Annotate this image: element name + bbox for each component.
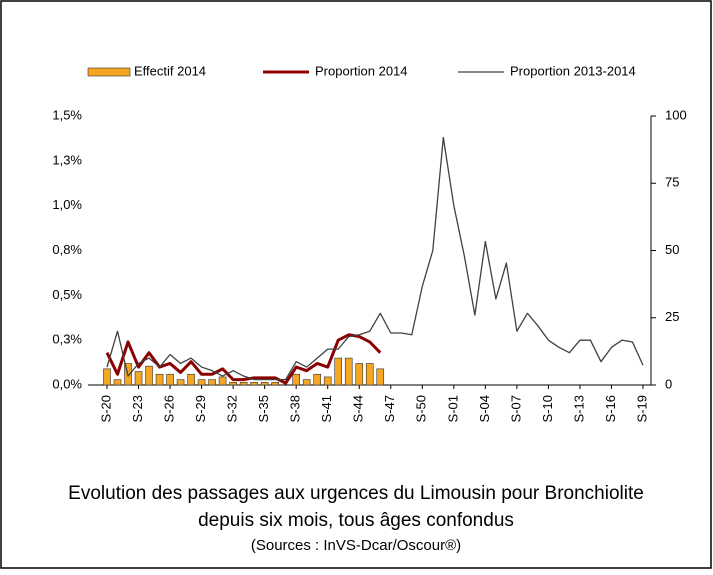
legend-label: Proportion 2013-2014: [510, 63, 636, 78]
x-tick-label: S-07: [508, 395, 523, 422]
bar: [271, 382, 279, 386]
x-tick-label: S-29: [193, 395, 208, 422]
bar: [176, 379, 185, 386]
legend-swatch: [87, 67, 131, 77]
y-tick-label: 0,5%: [52, 287, 82, 302]
y-tick-label: 0,0%: [52, 376, 82, 391]
bar: [334, 357, 343, 386]
bar: [113, 379, 122, 386]
bar: [197, 379, 206, 386]
legend-label: Effectif 2014: [134, 63, 206, 78]
bar: [208, 379, 216, 386]
chart-source: (Sources : InVS-Dcar/Oscour®): [251, 537, 461, 554]
y-tick-label: 1,0%: [52, 197, 82, 212]
y-tick-label: 1,5%: [52, 107, 82, 122]
x-tick-label: S-47: [382, 395, 397, 422]
bar: [376, 368, 385, 386]
x-tick-label: S-26: [161, 395, 176, 422]
chart-subtitle: depuis six mois, tous âges confondus: [198, 510, 514, 531]
y2-tick-label: 0: [665, 376, 672, 391]
y2-tick-label: 25: [665, 309, 679, 324]
bar: [250, 382, 258, 386]
x-tick-label: S-13: [571, 395, 586, 422]
x-tick-label: S-04: [477, 395, 492, 422]
bar: [292, 373, 300, 386]
y2-tick-label: 50: [665, 242, 679, 257]
x-tick-label: S-38: [288, 395, 303, 422]
bar: [155, 373, 164, 386]
x-tick-label: S-50: [414, 395, 429, 422]
y2-tick-label: 75: [665, 175, 679, 190]
x-tick-label: S-35: [256, 395, 271, 422]
bar: [302, 379, 311, 386]
bar: [134, 371, 143, 386]
x-tick-label: S-10: [540, 395, 555, 422]
y-tick-label: 1,3%: [52, 152, 82, 167]
y-tick-label: 0,8%: [52, 242, 82, 257]
x-tick-label: S-44: [351, 395, 366, 422]
bar: [323, 376, 332, 386]
y-tick-label: 0,3%: [52, 332, 82, 347]
x-tick-label: S-23: [130, 395, 145, 422]
bar: [103, 368, 111, 386]
line: [106, 136, 644, 381]
bar: [313, 373, 321, 386]
x-tick-label: S-20: [98, 395, 113, 422]
x-tick-label: S-16: [603, 395, 618, 422]
legend-label: Proportion 2014: [315, 63, 408, 78]
bar: [187, 373, 195, 386]
bar: [260, 382, 269, 386]
bar: [145, 365, 153, 386]
y2-tick-label: 100: [665, 107, 687, 122]
bar: [239, 382, 248, 386]
bar: [166, 373, 174, 386]
bar: [218, 376, 227, 386]
bar: [355, 363, 364, 386]
bar: [229, 382, 237, 386]
x-tick-label: S-32: [225, 395, 240, 422]
bar: [365, 363, 374, 386]
x-tick-label: S-19: [634, 395, 649, 422]
chart-title: Evolution des passages aux urgences du L…: [68, 483, 644, 504]
x-tick-label: S-01: [445, 395, 460, 422]
x-tick-label: S-41: [319, 395, 334, 422]
bar: [344, 357, 353, 386]
